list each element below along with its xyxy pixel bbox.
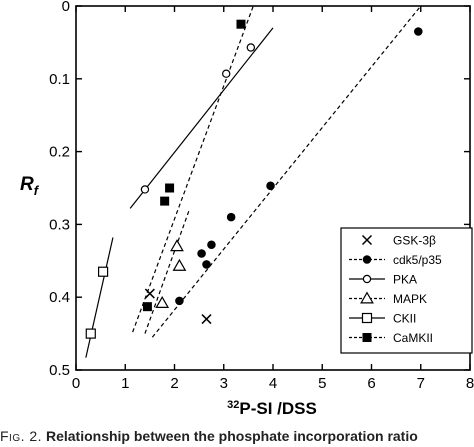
x-tick-label: 0 [72, 375, 80, 392]
x-tick-label: 6 [367, 375, 375, 392]
data-point-filled-square [160, 196, 170, 206]
y-tick-label: 0.4 [49, 289, 70, 306]
y-tick-label: 0.5 [49, 362, 70, 379]
legend-marker-open-circle [362, 274, 372, 284]
data-point-filled-square [236, 19, 246, 29]
data-points [85, 19, 423, 339]
legend-marker-open-square [361, 312, 373, 324]
data-point-filled-circle [226, 212, 236, 222]
data-point-x [201, 314, 212, 325]
data-point-x [144, 288, 155, 299]
data-point-open-circle [222, 69, 231, 78]
fit-line [129, 27, 274, 209]
y-tick-label: 0.3 [49, 216, 70, 233]
legend-label: MAPK [393, 292, 427, 306]
x-tick-label: 5 [318, 375, 326, 392]
legend-label: PKA [393, 273, 417, 287]
caption-fig-label: Fig. 2. [0, 428, 43, 444]
x-axis-title: 32P-SI /DSS [227, 399, 317, 418]
legend-marker-filled-square [362, 333, 372, 342]
x-tick-label: 1 [121, 375, 129, 392]
legend-label: cdk5/p35 [393, 253, 442, 267]
x-axis-title-suffix: DSS [282, 399, 317, 418]
data-point-open-square [85, 328, 96, 339]
y-tick-label: 0.2 [49, 144, 70, 161]
legend-item: GSK-3β [361, 234, 436, 248]
data-point-filled-circle [175, 296, 184, 306]
legend-label: GSK-3β [393, 234, 436, 248]
y-tick-label: 0.1 [49, 71, 70, 88]
fit-line [85, 237, 114, 358]
x-tick-label: 8 [466, 375, 474, 392]
x-tick-label: 4 [269, 375, 277, 392]
legend-item: PKA [349, 273, 417, 287]
data-point-filled-circle [207, 240, 216, 250]
figure-caption: Fig. 2. Relationship between the phospha… [0, 428, 474, 444]
data-point-filled-circle [202, 260, 211, 269]
data-point-open-circle [246, 43, 256, 52]
y-axis-title-sub: f [34, 183, 40, 198]
legend: GSK-3β cdk5/p35 PKA MAPK CKII CaMKII [340, 227, 473, 354]
caption-text: Relationship between the phosphate incor… [45, 428, 418, 444]
legend-item: CaMKII [349, 331, 433, 345]
y-axis-title: Rf [20, 174, 40, 198]
fit-lines [85, 6, 422, 358]
data-point-filled-circle [266, 181, 275, 191]
data-point-open-triangle [155, 295, 170, 309]
legend-marker-open-triangle [360, 291, 374, 304]
data-point-open-triangle [172, 258, 187, 271]
x-axis-title-prefix: P-SI / [239, 399, 282, 418]
legend-label: CaMKII [393, 331, 433, 345]
fit-line [151, 6, 422, 338]
x-tick-label: 7 [417, 375, 425, 392]
data-point-open-triangle [170, 239, 184, 252]
x-tick-label: 3 [220, 375, 228, 392]
data-point-filled-square [142, 302, 152, 312]
x-axis-title-sup: 32 [227, 399, 239, 411]
data-point-filled-circle [197, 249, 206, 258]
legend-item: CKII [349, 312, 416, 326]
axis-ticks: 0 1 2 3 4 5 6 7 8 0 0.1 0.2 0.3 0.4 0.5 [49, 0, 474, 392]
data-point-filled-square [165, 183, 175, 193]
data-point-filled-circle [414, 27, 423, 36]
legend-marker-filled-circle [362, 255, 372, 264]
legend-marker-x [361, 234, 373, 246]
x-tick-label: 2 [170, 375, 178, 392]
data-point-open-square [97, 266, 109, 277]
legend-item: cdk5/p35 [349, 253, 442, 267]
legend-box [340, 227, 473, 354]
data-point-open-circle [140, 185, 150, 194]
fit-line [132, 6, 254, 333]
y-tick-label: 0 [62, 0, 70, 15]
legend-label: CKII [393, 312, 416, 326]
y-axis-title-main: R [20, 174, 34, 195]
fit-line [144, 209, 190, 334]
legend-item: MAPK [349, 291, 427, 306]
